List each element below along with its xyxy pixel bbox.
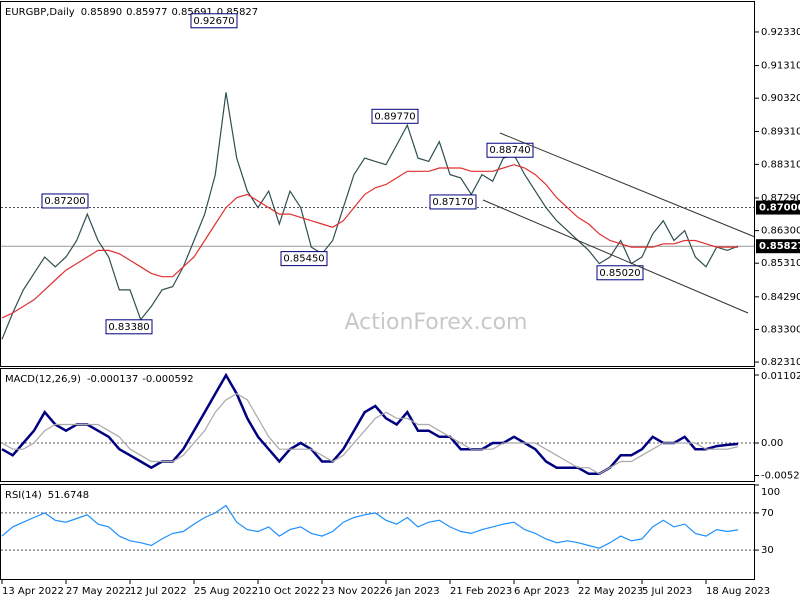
level-label-box (756, 239, 800, 254)
annotation-label: 0.92670 (193, 16, 234, 27)
annotation-label: 0.89770 (374, 111, 415, 122)
y-tick-label: 0.00 (761, 438, 783, 449)
level-label: 0.87000 (759, 203, 800, 214)
annotation-box (429, 194, 477, 210)
x-tick-label: 21 Feb 2023 (450, 586, 512, 597)
x-tick-label: 22 May 2023 (578, 586, 643, 597)
annotation-label: 0.85450 (283, 254, 324, 265)
panel-title: RSI(14) 51.6748 (5, 490, 89, 501)
series-line (1, 393, 739, 475)
x-tick-label: 12 Jul 2022 (130, 586, 187, 597)
header-value: -0.000592 (142, 374, 193, 385)
level-label-box (756, 200, 800, 215)
header-value: 0.85977 (126, 7, 167, 18)
panel-title-name: EURGBP,Daily (5, 7, 75, 18)
annotation-label: 0.87170 (432, 197, 473, 208)
x-tick-label: 23 Nov 2022 (322, 586, 386, 597)
y-tick-label: 0.84290 (761, 292, 800, 303)
annotation-label: 0.88740 (489, 145, 530, 156)
header-value: 51.6748 (48, 490, 89, 501)
y-tick-label: 0.90320 (761, 93, 800, 104)
level-label: 0.85827 (759, 241, 800, 252)
watermark: ActionForex.com (345, 310, 528, 335)
y-tick-label: 0.92330 (761, 27, 800, 38)
panel-title-name: RSI(14) (5, 490, 42, 501)
x-tick-label: 5 Jul 2023 (642, 586, 692, 597)
channel-lower (482, 199, 749, 314)
series-line (1, 504, 739, 549)
y-tick-label: 0.011027 (761, 371, 800, 382)
rsi-panel-frame (0, 484, 755, 580)
y-tick-label: 0.88310 (761, 159, 800, 170)
channel-upper (499, 132, 756, 238)
y-tick-label: 0.82310 (761, 357, 800, 368)
x-tick-label: 25 Aug 2022 (194, 586, 258, 597)
x-tick-label: 27 May 2022 (66, 586, 131, 597)
x-tick-label: 6 Apr 2023 (514, 586, 569, 597)
y-tick-label: 70 (761, 508, 774, 519)
panel-title: MACD(12,26,9) -0.000137 -0.000592 (5, 374, 194, 385)
series-line (1, 164, 738, 319)
y-tick-label: 30 (761, 545, 774, 556)
y-tick-label: 0.87290 (761, 193, 800, 204)
y-tick-label: 0.89310 (761, 126, 800, 137)
x-tick-label: 13 Apr 2022 (2, 586, 64, 597)
annotation-box (190, 13, 238, 29)
annotation-label: 0.85020 (599, 268, 640, 279)
panel-title-name: MACD(12,26,9) (5, 374, 81, 385)
x-tick-label: 18 Aug 2023 (706, 586, 770, 597)
annotation-box (280, 251, 328, 267)
annotation-box (371, 108, 419, 124)
y-tick-label: 0.83300 (761, 324, 800, 335)
y-tick-label: 0.91310 (761, 61, 800, 72)
x-tick-label: 6 Jan 2023 (386, 586, 440, 597)
y-tick-label: 0.85310 (761, 258, 800, 269)
header-value: 0.85691 (171, 7, 212, 18)
annotation-box (41, 193, 89, 209)
series-line (1, 372, 739, 476)
annotation-box (105, 319, 153, 335)
y-tick-label: -0.005267 (761, 470, 800, 481)
y-tick-label: 100 (761, 487, 780, 498)
annotation-label: 0.83380 (108, 322, 149, 333)
annotation-box (596, 265, 644, 281)
macd-panel-frame (0, 368, 755, 482)
header-value: 0.85890 (81, 7, 122, 18)
series-line (1, 92, 739, 340)
panel-title: EURGBP,Daily 0.85890 0.85977 0.85691 0.85827 (5, 7, 258, 18)
price-panel-frame (0, 1, 755, 367)
annotation-box (486, 142, 534, 158)
y-tick-label: 0.86300 (761, 226, 800, 237)
header-value: 0.85827 (217, 7, 258, 18)
header-value: -0.000137 (87, 374, 138, 385)
annotation-label: 0.87200 (44, 196, 85, 207)
plot-area: EURGBP,Daily 0.85890 0.85977 0.85691 0.85827… (1, 7, 800, 551)
x-tick-label: 10 Oct 2022 (258, 586, 320, 597)
